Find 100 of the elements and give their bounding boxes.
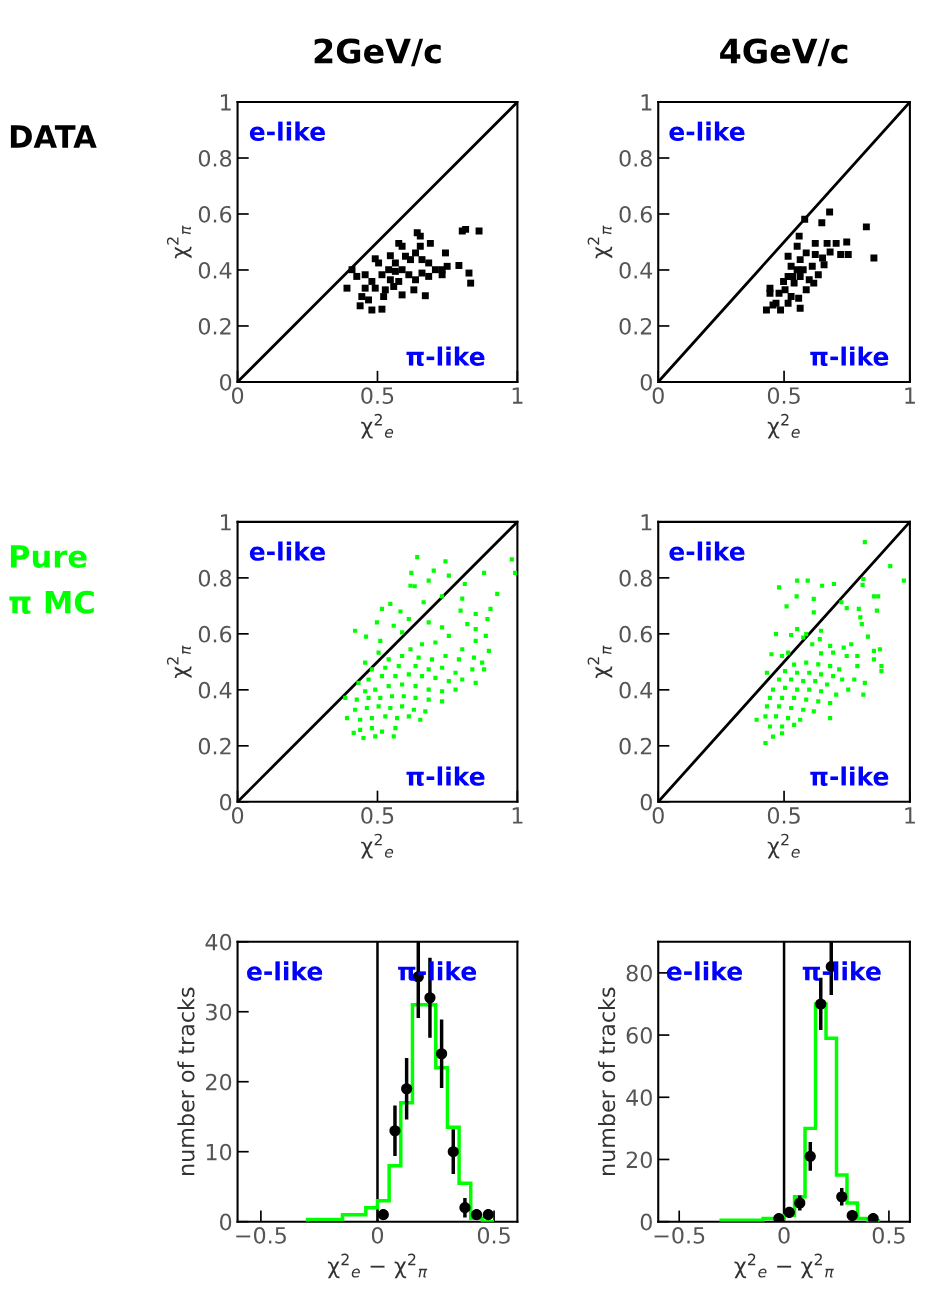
x-tick-label: −0.5 [236, 1226, 286, 1244]
annotation: e-like [249, 121, 325, 141]
y-tick-label: 0.8 [619, 149, 652, 167]
point [790, 279, 798, 287]
annotation: e-like [247, 961, 323, 981]
point [356, 302, 364, 310]
point [810, 279, 818, 287]
x-tick-label: 0.5 [361, 387, 394, 404]
point [819, 254, 827, 262]
point [385, 266, 393, 274]
y-tick-label: 0.4 [619, 261, 653, 279]
y-tick-label: 0.8 [198, 569, 232, 587]
point [784, 252, 792, 260]
y-tick-label: 1 [641, 514, 652, 531]
y-tick-label: 0.4 [198, 261, 232, 279]
point [802, 286, 810, 294]
point [802, 249, 810, 257]
point [398, 266, 406, 274]
y-tick-label: 1 [221, 94, 231, 111]
point [870, 254, 878, 262]
chart-title: 2GeV/c [314, 38, 441, 67]
x-axis-title: χ$^{2}$$_{e}$ [767, 833, 800, 859]
y-tick-label: 60 [626, 1027, 652, 1044]
point [416, 242, 424, 250]
point [482, 1209, 494, 1221]
point [467, 279, 475, 287]
point [818, 219, 826, 227]
point [823, 239, 831, 247]
y-tick-label: 0.6 [198, 625, 232, 643]
point [811, 239, 819, 247]
point [867, 1213, 879, 1222]
point [826, 248, 834, 256]
y-axis-title: number of tracks [177, 987, 195, 1175]
point [471, 1209, 483, 1221]
x-tick-label: 1 [512, 807, 523, 824]
point [421, 292, 429, 300]
point [391, 267, 399, 275]
point [438, 266, 446, 274]
annotation: π-like [406, 766, 485, 786]
point [358, 293, 366, 301]
point [405, 271, 413, 279]
point [796, 272, 804, 280]
point [353, 272, 361, 280]
y-axis-title: χ$^{2}$$_{π}$ [587, 225, 613, 259]
y-tick-label: 0 [220, 1213, 232, 1231]
point [378, 305, 386, 313]
point [796, 256, 804, 264]
y-tick-label: 0 [640, 373, 652, 391]
x-tick-label: 0.5 [477, 1226, 510, 1244]
annotation: e-like [669, 541, 745, 561]
point [365, 296, 372, 304]
point [795, 232, 803, 240]
x-tick-label: 0 [652, 387, 664, 404]
point [793, 266, 801, 274]
x-tick-label: 0 [778, 1226, 790, 1244]
y-tick-label: 40 [626, 1089, 652, 1107]
point [781, 286, 789, 294]
x-tick-label: 0.5 [361, 807, 394, 824]
y-tick-label: 0.6 [619, 625, 652, 643]
point [787, 293, 795, 301]
x-tick-label: 0.5 [767, 387, 800, 404]
point [368, 277, 376, 285]
y-tick-label: 0.2 [619, 737, 652, 755]
x-tick-label: 0 [371, 1226, 384, 1244]
y-tick-label: 20 [626, 1151, 652, 1169]
y-axis-title: χ$^{2}$$_{π}$ [166, 225, 192, 259]
point [795, 294, 803, 302]
y-tick-label: 0 [640, 793, 652, 811]
point [361, 271, 369, 279]
point [796, 304, 804, 312]
x-axis-title: χ$^{2}$$_{e}$ − χ$^{2}$$_{π}$ [734, 1253, 834, 1279]
y-tick-label: 30 [206, 1003, 232, 1021]
y-tick-label: 0.8 [198, 149, 232, 167]
point [780, 277, 788, 285]
point [381, 286, 389, 294]
point [462, 225, 470, 233]
point [398, 291, 406, 299]
y-tick-label: 40 [205, 933, 232, 951]
y-tick-label: 0.6 [198, 205, 232, 223]
y-tick-label: 10 [206, 1143, 232, 1161]
point [811, 251, 819, 259]
y-tick-label: 0.2 [198, 737, 231, 755]
point [425, 272, 433, 280]
point [455, 262, 463, 269]
text: Pure π MC [9, 545, 94, 614]
point [808, 262, 816, 270]
y-tick-label: 20 [206, 1073, 232, 1091]
x-tick-label: 0.5 [767, 807, 800, 824]
x-axis-title: χ$^{2}$$_{e}$ − χ$^{2}$$_{π}$ [327, 1253, 428, 1279]
y-tick-label: 0.2 [619, 317, 652, 335]
chart-title: 4GeV/c [720, 38, 848, 67]
point [401, 252, 409, 260]
point [793, 242, 801, 250]
point [784, 299, 792, 307]
point [820, 261, 828, 269]
y-axis-title: χ$^{2}$$_{π}$ [587, 645, 613, 679]
point [386, 276, 394, 284]
point [371, 284, 379, 292]
y-tick-label: 0.4 [619, 681, 653, 699]
point [814, 271, 822, 279]
